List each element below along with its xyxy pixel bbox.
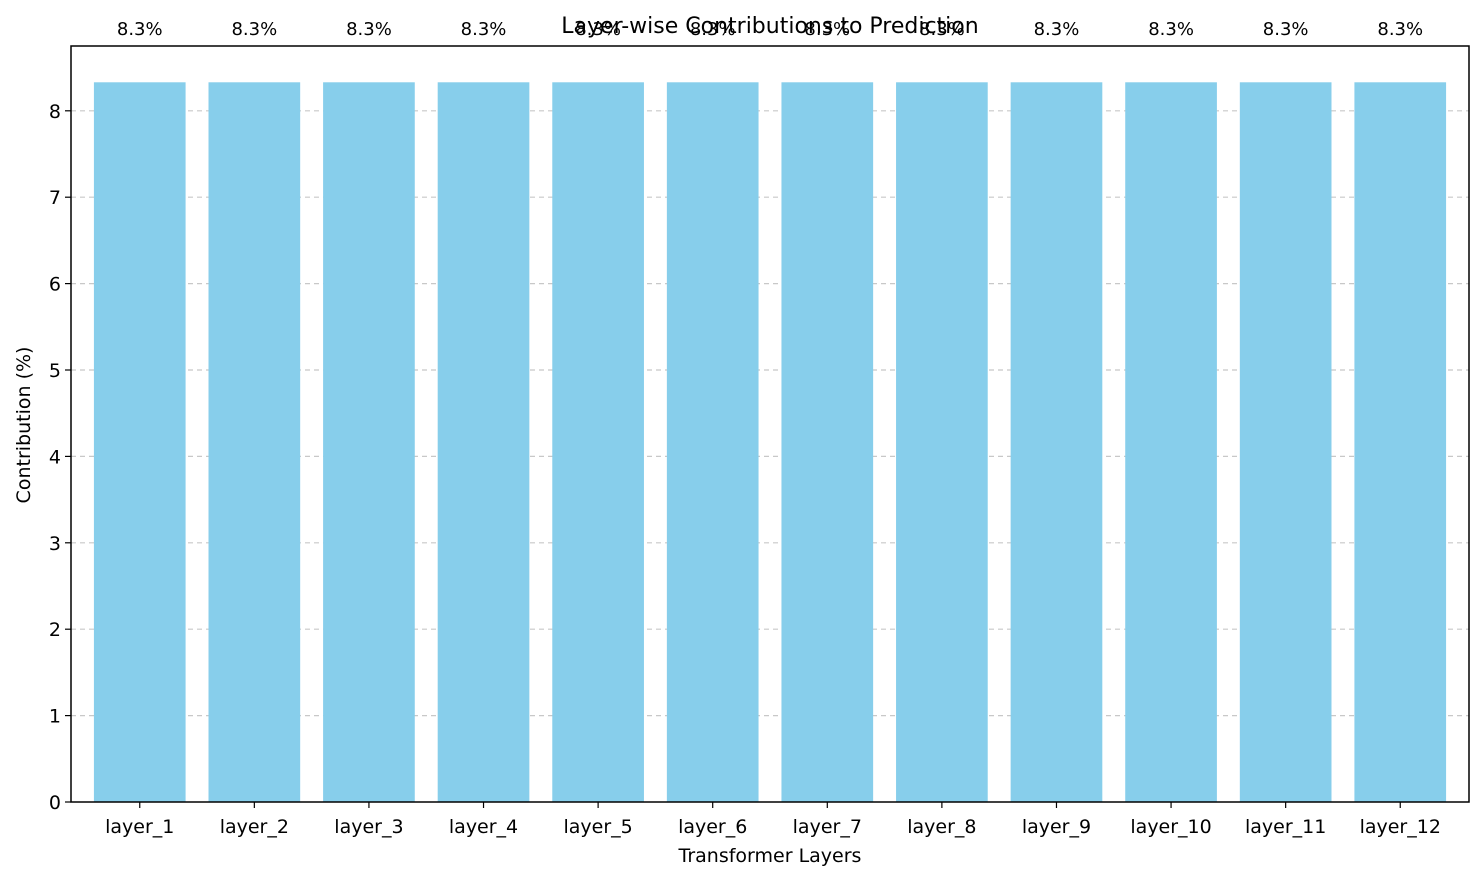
bar-layer_2 [208,82,301,802]
data-label-layer_9: 8.3% [1034,19,1080,40]
chart-title: Layer-wise Contributions to Prediction [561,14,978,39]
y-tick-label: 5 [49,360,61,382]
bar-layer_8 [896,82,988,802]
grid-lines [71,110,1469,717]
x-tick-label-layer_11: layer_11 [1245,816,1326,838]
y-axis: 0 1 2 3 4 5 6 7 8 [49,101,71,814]
y-tick-label: 4 [49,446,61,468]
data-label-layer_3: 8.3% [346,19,392,40]
x-tick-label-layer_2: layer_2 [220,816,289,838]
data-label-layer_2: 8.3% [231,19,277,40]
x-axis: layer_1 layer_2 layer_3 layer_4 layer_5 layer… [105,802,1441,838]
y-tick-label: 7 [49,187,61,209]
bar-layer_3 [323,82,415,802]
bar-layer_1 [93,82,186,802]
data-labels: 8.3% 8.3% 8.3% 8.3% 8.3% 8.3% 8.3% 8.3% 8.3% 8.3%… [117,19,1423,40]
x-tick-label-layer_1: layer_1 [105,816,174,838]
x-tick-label-layer_9: layer_9 [1022,816,1091,838]
y-tick-label: 1 [49,706,61,728]
data-label-layer_7: 8.3% [804,19,850,40]
x-tick-label-layer_10: layer_10 [1130,816,1211,838]
y-tick-label: 3 [49,533,61,555]
data-label-layer_8: 8.3% [919,19,965,40]
bar-layer_11 [1239,82,1332,802]
y-tick-label: 2 [49,619,61,641]
bar-layer_4 [437,82,530,802]
bar-layer_9 [1010,82,1103,802]
x-tick-label-layer_5: layer_5 [563,816,632,838]
x-tick-label-layer_8: layer_8 [907,816,976,838]
y-tick-label: 6 [49,274,61,296]
data-label-layer_4: 8.3% [461,19,507,40]
data-label-layer_11: 8.3% [1263,19,1309,40]
x-tick-label-layer_7: layer_7 [793,816,862,838]
y-axis-title: Contribution (%) [13,347,35,504]
data-label-layer_12: 8.3% [1377,19,1423,40]
y-tick-label: 8 [49,101,61,123]
x-tick-label-layer_3: layer_3 [334,816,403,838]
x-axis-title: Transformer Layers [678,845,862,867]
plot-frame [70,45,1470,803]
bar-layer_7 [781,82,874,802]
x-tick-label-layer_6: layer_6 [678,816,747,838]
y-tick-label: 0 [49,792,61,814]
bar-layer_6 [666,82,759,802]
bar-layer_5 [552,82,644,802]
bar-layer_12 [1354,82,1447,802]
data-label-layer_5: 8.3% [575,19,621,40]
x-tick-label-layer_12: layer_12 [1360,816,1441,838]
data-label-layer_10: 8.3% [1148,19,1194,40]
bars [93,82,1447,802]
bar-layer_10 [1125,82,1217,802]
data-label-layer_1: 8.3% [117,19,163,40]
x-tick-label-layer_4: layer_4 [449,816,518,838]
data-label-layer_6: 8.3% [690,19,736,40]
